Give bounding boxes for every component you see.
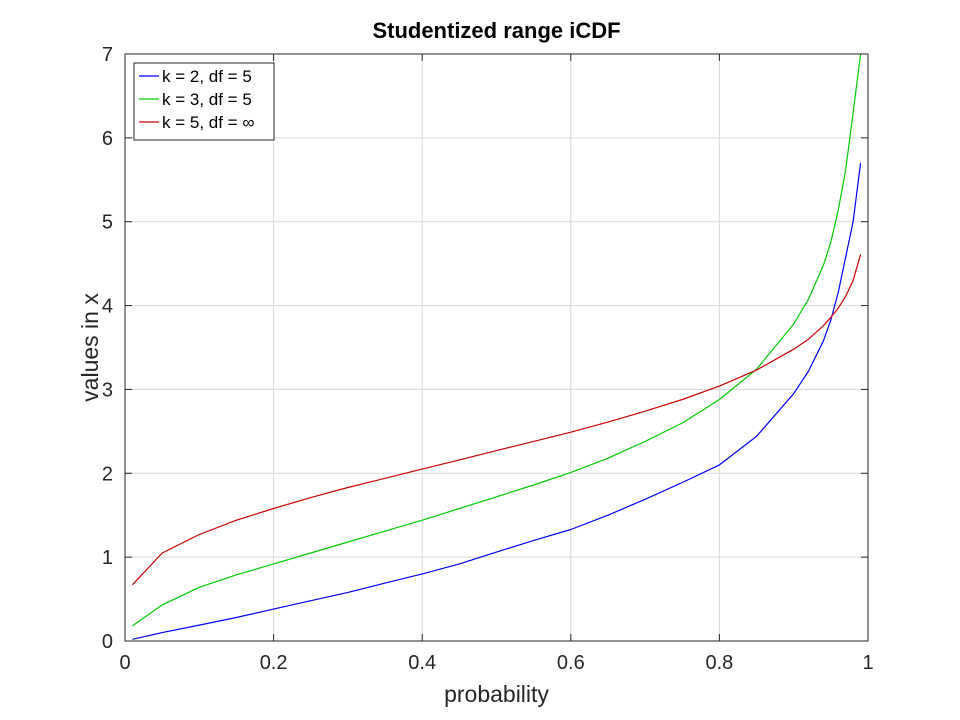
x-tick-label: 0.8 xyxy=(705,652,733,674)
legend-label-2: k = 3, df = 5 xyxy=(162,90,252,109)
ticks xyxy=(124,53,869,642)
series-line-2 xyxy=(132,53,862,627)
x-tick-label: 1 xyxy=(862,652,873,674)
x-tick-label: 0.4 xyxy=(408,652,436,674)
y-axis-label: values in x xyxy=(77,293,103,402)
x-axis-label: probability xyxy=(444,681,549,707)
x-tick-label: 0 xyxy=(119,652,130,674)
y-tick-label: 1 xyxy=(102,547,113,569)
legend-entries: k = 2, df = 5 k = 3, df = 5 k = 5, df = ∞ xyxy=(139,67,254,132)
y-tick-label: 3 xyxy=(102,379,113,401)
y-tick-label: 4 xyxy=(102,296,113,318)
plot-frame xyxy=(124,53,869,642)
y-tick-label: 0 xyxy=(102,631,113,653)
y-tick-label: 6 xyxy=(102,128,113,150)
series-line-3 xyxy=(131,254,862,586)
tick-labels: 0 0.2 0.4 0.6 0.8 1 0 1 2 3 4 5 6 7 xyxy=(102,44,874,674)
y-tick-label: 5 xyxy=(102,212,113,234)
series-layer xyxy=(131,53,862,640)
legend-label-3: k = 5, df = ∞ xyxy=(162,113,254,132)
x-tick-label: 0.6 xyxy=(557,652,585,674)
chart-title: Studentized range iCDF xyxy=(372,18,620,43)
x-tick-label: 0.2 xyxy=(260,652,288,674)
plot-area xyxy=(125,54,868,641)
legend: k = 2, df = 5 k = 3, df = 5 k = 5, df = ∞ xyxy=(133,62,275,141)
series-line-1 xyxy=(132,162,862,640)
y-tick-label: 2 xyxy=(102,463,113,485)
y-tick-label: 7 xyxy=(102,44,113,66)
legend-label-1: k = 2, df = 5 xyxy=(162,67,252,86)
